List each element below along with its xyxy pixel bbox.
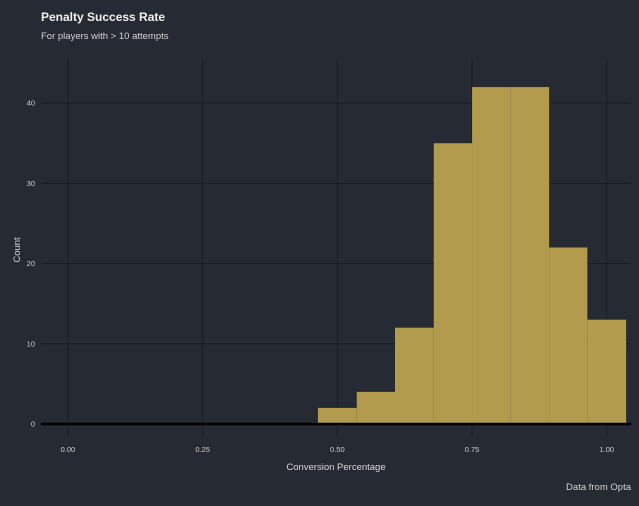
y-axis-ticks: 0 10 20 30 40 — [27, 99, 35, 429]
y-tick-label: 30 — [27, 179, 35, 188]
y-axis-title: Count — [12, 237, 23, 263]
x-tick-label: 0.00 — [61, 445, 76, 454]
x-tick-label: 1.00 — [599, 445, 614, 454]
histogram-bar — [587, 319, 627, 424]
histogram-bar — [510, 87, 550, 424]
chart-title: Penalty Success Rate — [41, 10, 166, 24]
chart-caption: Data from Opta — [566, 482, 631, 493]
chart-subtitle: For players with > 10 attempts — [41, 31, 169, 42]
histogram-bar — [317, 407, 357, 424]
x-axis-ticks: 0.00 0.25 0.50 0.75 1.00 — [61, 445, 614, 454]
x-tick-label: 0.25 — [195, 445, 210, 454]
y-tick-label: 20 — [27, 259, 35, 268]
y-tick-label: 10 — [27, 339, 35, 348]
histogram-bars — [317, 87, 627, 424]
histogram-bar — [472, 87, 511, 424]
x-tick-label: 0.75 — [465, 445, 480, 454]
x-tick-label: 0.50 — [330, 445, 345, 454]
histogram-bar — [433, 143, 473, 424]
y-tick-label: 40 — [27, 99, 35, 108]
x-axis-title: Conversion Percentage — [286, 462, 385, 473]
histogram-bar — [549, 247, 588, 424]
histogram-bar — [356, 391, 395, 424]
y-tick-label: 0 — [31, 419, 35, 428]
histogram-bar — [395, 327, 434, 424]
